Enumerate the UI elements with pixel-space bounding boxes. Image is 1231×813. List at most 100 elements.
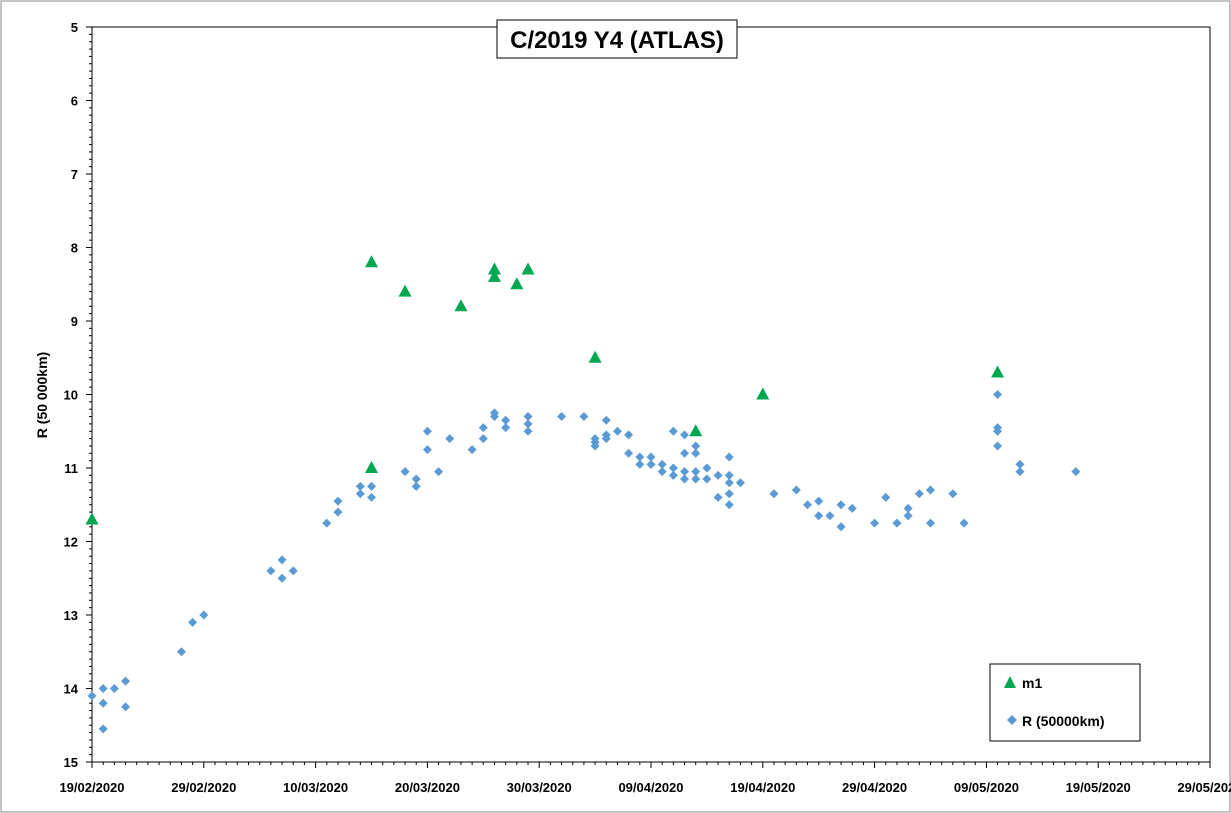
r-point (680, 430, 690, 440)
r-point (523, 412, 533, 422)
y-tick-label: 14 (64, 682, 79, 697)
r-point (836, 522, 846, 532)
r-point (121, 676, 131, 686)
r-point (601, 434, 611, 444)
r-point (724, 452, 734, 462)
series-m1 (85, 255, 1005, 525)
r-point (98, 684, 108, 693)
r-point (1015, 459, 1025, 469)
x-tick-label: 29/02/2020 (171, 780, 236, 795)
r-point (892, 518, 902, 528)
r-point (993, 441, 1003, 451)
m1-point (510, 277, 524, 290)
chart-title-frame (496, 19, 738, 59)
y-tick-label: 15 (64, 755, 78, 770)
r-point (355, 481, 365, 491)
r-point (467, 445, 477, 455)
r-point (87, 691, 97, 701)
x-tick-label: 20/03/2020 (395, 780, 460, 795)
x-tick-label: 10/03/2020 (283, 780, 348, 795)
r-point (121, 702, 131, 712)
r-point (724, 470, 734, 480)
r-point (903, 503, 913, 513)
r-point (926, 518, 935, 528)
x-tick-label: 29/05/2020 (1177, 780, 1231, 795)
m1-point (85, 512, 99, 525)
x-tick-label: 09/04/2020 (618, 780, 683, 795)
y-axis-title: R (50 000km) (34, 352, 50, 438)
r-point (680, 448, 690, 458)
r-point (668, 426, 678, 436)
m1-point (454, 299, 468, 312)
r-point (277, 555, 287, 565)
r-point (422, 445, 432, 455)
r-point (713, 492, 723, 502)
r-point (646, 452, 656, 462)
r-point (98, 724, 108, 734)
y-tick-label: 13 (64, 608, 78, 623)
r-point (914, 489, 924, 499)
r-point (557, 412, 567, 422)
r-point (590, 441, 600, 451)
m1-point (991, 365, 1005, 378)
r-point (713, 470, 723, 480)
r-point (635, 459, 645, 469)
r-point (903, 511, 913, 521)
m1-point (365, 255, 378, 268)
r-point (288, 566, 298, 576)
r-point (668, 470, 678, 480)
y-axis: 5 6 7 8 9 10 11 12 13 14 15 (64, 20, 92, 770)
legend-r-label: R (50000km) (1022, 713, 1105, 729)
r-point (814, 511, 824, 521)
r-point (993, 390, 1003, 399)
chart-title: C/2019 Y4 (ATLAS) (510, 27, 724, 54)
r-point (691, 448, 701, 458)
r-point (501, 415, 511, 425)
r-point (523, 426, 533, 436)
m1-point (487, 262, 501, 275)
m1-point (689, 424, 703, 437)
r-point (769, 489, 779, 499)
y-tick-label: 7 (71, 167, 78, 182)
legend: m1 R (50000km) (989, 663, 1141, 742)
r-point (478, 434, 488, 444)
y-tick-label: 8 (71, 241, 78, 256)
r-point (612, 426, 622, 436)
legend-box (989, 663, 1141, 742)
y-tick-label: 10 (64, 388, 78, 403)
r-point (825, 511, 835, 521)
r-point (847, 503, 857, 513)
r-point (367, 492, 376, 502)
y-tick-label: 12 (64, 535, 78, 550)
r-point (814, 496, 824, 506)
r-point (881, 492, 891, 502)
r-point (724, 478, 734, 488)
x-tick-label: 19/02/2020 (59, 780, 124, 795)
y-tick-label: 9 (71, 314, 78, 329)
r-point (735, 478, 745, 488)
r-point (322, 518, 332, 528)
r-point (1015, 467, 1025, 477)
r-point (176, 647, 186, 657)
r-point (400, 467, 410, 477)
x-tick-label: 30/03/2020 (507, 780, 572, 795)
legend-m1-marker (1004, 676, 1016, 688)
x-tick-label: 19/05/2020 (1066, 780, 1131, 795)
r-point (959, 518, 969, 528)
r-point (680, 474, 690, 484)
y-tick-label: 5 (71, 20, 78, 35)
r-point (579, 412, 589, 422)
r-point (601, 415, 611, 425)
r-point (188, 617, 198, 627)
r-point (624, 430, 634, 440)
r-point (657, 467, 667, 477)
r-point (635, 452, 645, 462)
r-point (277, 573, 287, 583)
m1-point (365, 461, 378, 473)
y-tick-label: 6 (71, 94, 78, 109)
x-tick-label: 09/05/2020 (954, 780, 1019, 795)
r-point (657, 459, 667, 469)
r-point (266, 566, 276, 576)
chart-title-box: C/2019 Y4 (ATLAS) (496, 19, 738, 59)
r-point (624, 448, 634, 458)
